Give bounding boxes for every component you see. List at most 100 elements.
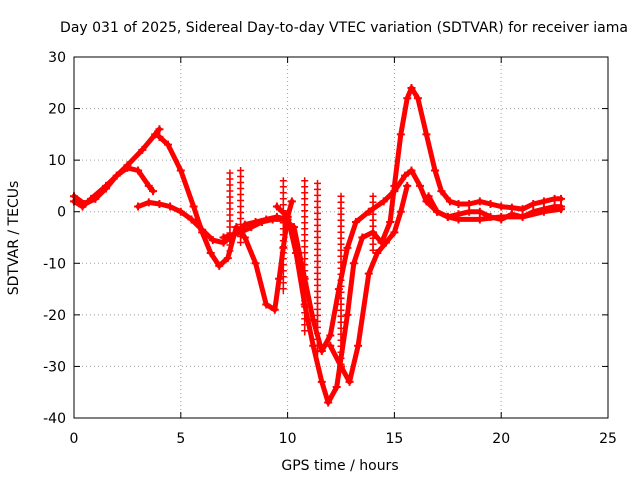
data-point [396,130,405,139]
spike-marker [314,281,322,289]
spike-marker [301,279,309,287]
data-point [251,259,260,268]
data-point [163,140,172,149]
spike-marker [226,211,234,219]
data-point [475,207,484,216]
data-point [507,203,516,212]
data-point [247,223,256,232]
spike-marker [337,270,345,278]
data-point [144,181,153,190]
spike-marker [279,249,287,257]
spike-marker [314,347,322,355]
spike-marker [301,201,309,209]
spike-marker [314,257,322,265]
data-point [518,212,527,221]
data-point [407,83,416,92]
spike-marker [279,195,287,203]
data-point [343,243,352,252]
spike-marker [314,233,322,241]
data-point [268,215,277,224]
spike-marker [337,312,345,320]
x-tick-label: 15 [385,431,403,447]
data-point [275,274,284,283]
spike-marker [337,246,345,254]
spike-marker [314,239,322,247]
spike-marker [314,221,322,229]
spike-marker [314,341,322,349]
spike-marker [337,336,345,344]
x-tick-label: 25 [599,431,617,447]
series-line [274,85,564,405]
spike-marker [301,267,309,275]
data-point [155,199,164,208]
data-point [403,94,412,103]
data-point [454,210,463,219]
spike-marker [301,237,309,245]
data-point [232,223,241,232]
axis-ticks: 0 5 10 15 20 25 -40 -30 -20 -10 0 10 20 30 [43,50,617,447]
spike-marker [279,237,287,245]
data-point [443,212,452,221]
data-point [497,202,506,211]
data-point [155,132,164,141]
spike-marker [369,234,377,242]
data-point [176,166,185,175]
series-line [71,126,162,210]
spike-marker [337,216,345,224]
spike-marker [226,235,234,243]
data-point [198,228,207,237]
data-point [416,181,425,190]
data-point [223,254,232,263]
data-point [379,197,388,206]
spike-marker [301,255,309,263]
data-point [219,233,228,242]
spike-marker [314,329,322,337]
spike-marker [226,205,234,213]
data-point [557,202,566,211]
x-tick-label: 20 [492,431,510,447]
spike-marker [301,309,309,317]
spike-marker [337,306,345,314]
spike-marker [337,330,345,338]
spike-marker [237,184,245,192]
spike-marker [314,311,322,319]
y-tick-label: 30 [48,50,66,66]
spike-column [337,192,345,368]
spike-marker [279,207,287,215]
spike-marker [337,348,345,356]
spike-marker [301,213,309,221]
spike-marker [226,199,234,207]
spike-marker [226,223,234,231]
x-tick-label: 0 [70,431,79,447]
data-point [364,269,373,278]
data-point [433,207,442,216]
spike-marker [314,335,322,343]
data-point [351,218,360,227]
spike-marker [369,210,377,218]
data-point [287,197,296,206]
chart-title: Day 031 of 2025, Sidereal Day-to-day VTE… [60,20,628,36]
y-axis-label: SDTVAR / TECUs [6,181,22,296]
data-point [507,210,516,219]
data-point [189,202,198,211]
spike-marker [237,190,245,198]
data-point [155,125,164,134]
spike-marker [279,177,287,185]
data-point [349,259,358,268]
spike-marker [314,227,322,235]
spike-marker [314,263,322,271]
y-tick-label: 0 [57,205,66,221]
x-axis-label: GPS time / hours [281,458,398,474]
data-point [332,383,341,392]
spike-marker [337,282,345,290]
spike-marker [301,231,309,239]
data-point [176,207,185,216]
spike-marker [337,342,345,350]
data-point [364,207,373,216]
data-point [187,215,196,224]
spike-marker [314,287,322,295]
spike-marker [369,192,377,200]
data-point [529,207,538,216]
data-point [208,236,217,245]
